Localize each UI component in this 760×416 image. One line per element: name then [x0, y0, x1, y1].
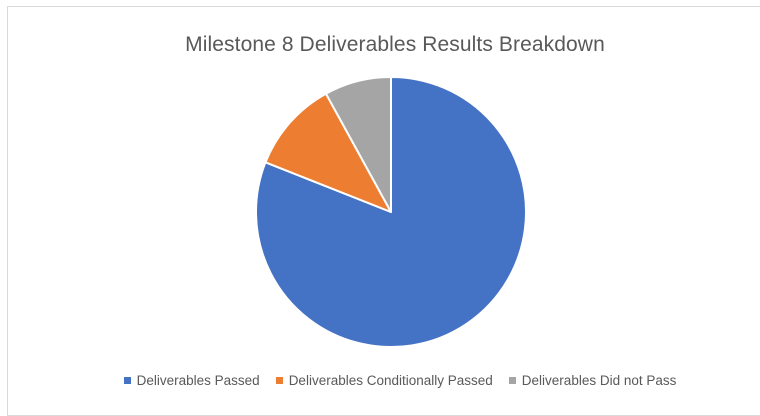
pie-slice-deliverables-did-not-pass — [324, 76, 392, 213]
pie-slice-deliverables-conditionally-passed — [264, 92, 392, 213]
chart-title: Milestone 8 Deliverables Results Breakdo… — [185, 33, 605, 56]
legend-label-conditionally-passed: Deliverables Conditionally Passed — [288, 373, 493, 388]
legend-swatch-conditionally-passed — [275, 377, 283, 384]
legend-item-conditionally-passed: Deliverables Conditionally Passed — [275, 373, 493, 388]
legend-label-did-not-pass: Deliverables Did not Pass — [521, 373, 677, 388]
legend-item-passed: Deliverables Passed — [123, 373, 260, 388]
chart-legend: Deliverables Passed Deliverables Conditi… — [0, 373, 760, 388]
legend-swatch-did-not-pass — [508, 377, 516, 384]
legend-swatch-passed — [123, 377, 131, 384]
legend-label-passed: Deliverables Passed — [136, 373, 260, 388]
legend-item-did-not-pass: Deliverables Did not Pass — [508, 373, 677, 388]
